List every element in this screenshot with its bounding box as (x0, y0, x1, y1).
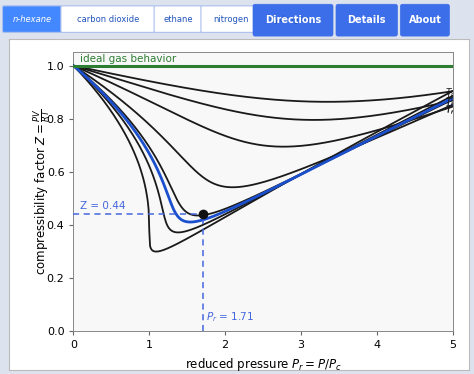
FancyBboxPatch shape (336, 4, 397, 36)
Text: nitrogen: nitrogen (213, 15, 248, 24)
FancyBboxPatch shape (154, 6, 202, 33)
Text: ideal gas behavior: ideal gas behavior (80, 53, 176, 64)
FancyBboxPatch shape (61, 6, 155, 33)
Text: ethane: ethane (163, 15, 193, 24)
Text: Directions: Directions (265, 15, 321, 25)
Text: $T_r$ = 1.00: $T_r$ = 1.00 (445, 91, 474, 103)
Text: About: About (409, 15, 441, 25)
Y-axis label: compressibility factor $Z = \frac{PV}{RT}$: compressibility factor $Z = \frac{PV}{RT… (32, 108, 54, 275)
Text: $P_r$ = 1.71: $P_r$ = 1.71 (206, 310, 255, 324)
Text: $T_r$ = 1.08: $T_r$ = 1.08 (445, 98, 474, 110)
Text: Z = 0.44: Z = 0.44 (80, 201, 125, 211)
Text: hydrogen: hydrogen (269, 15, 309, 24)
Text: $T_r$ = 1.8: $T_r$ = 1.8 (445, 87, 474, 99)
X-axis label: reduced pressure $P_r = P/P_c$: reduced pressure $P_r = P/P_c$ (185, 356, 341, 373)
FancyBboxPatch shape (201, 6, 260, 33)
Text: $T_r$ = 1.4: $T_r$ = 1.4 (445, 104, 474, 117)
Text: Details: Details (347, 15, 386, 25)
FancyBboxPatch shape (253, 4, 333, 36)
Text: carbon dioxide: carbon dioxide (77, 15, 139, 24)
FancyBboxPatch shape (259, 6, 319, 33)
FancyBboxPatch shape (401, 4, 449, 36)
Text: $T_r$ = 1.6: $T_r$ = 1.6 (445, 97, 474, 109)
FancyBboxPatch shape (2, 6, 62, 33)
Text: $T_r$ = 1.00: $T_r$ = 1.00 (445, 95, 474, 108)
Text: $T_r$ = 1.2: $T_r$ = 1.2 (445, 104, 474, 116)
Text: n-hexane: n-hexane (13, 15, 52, 24)
